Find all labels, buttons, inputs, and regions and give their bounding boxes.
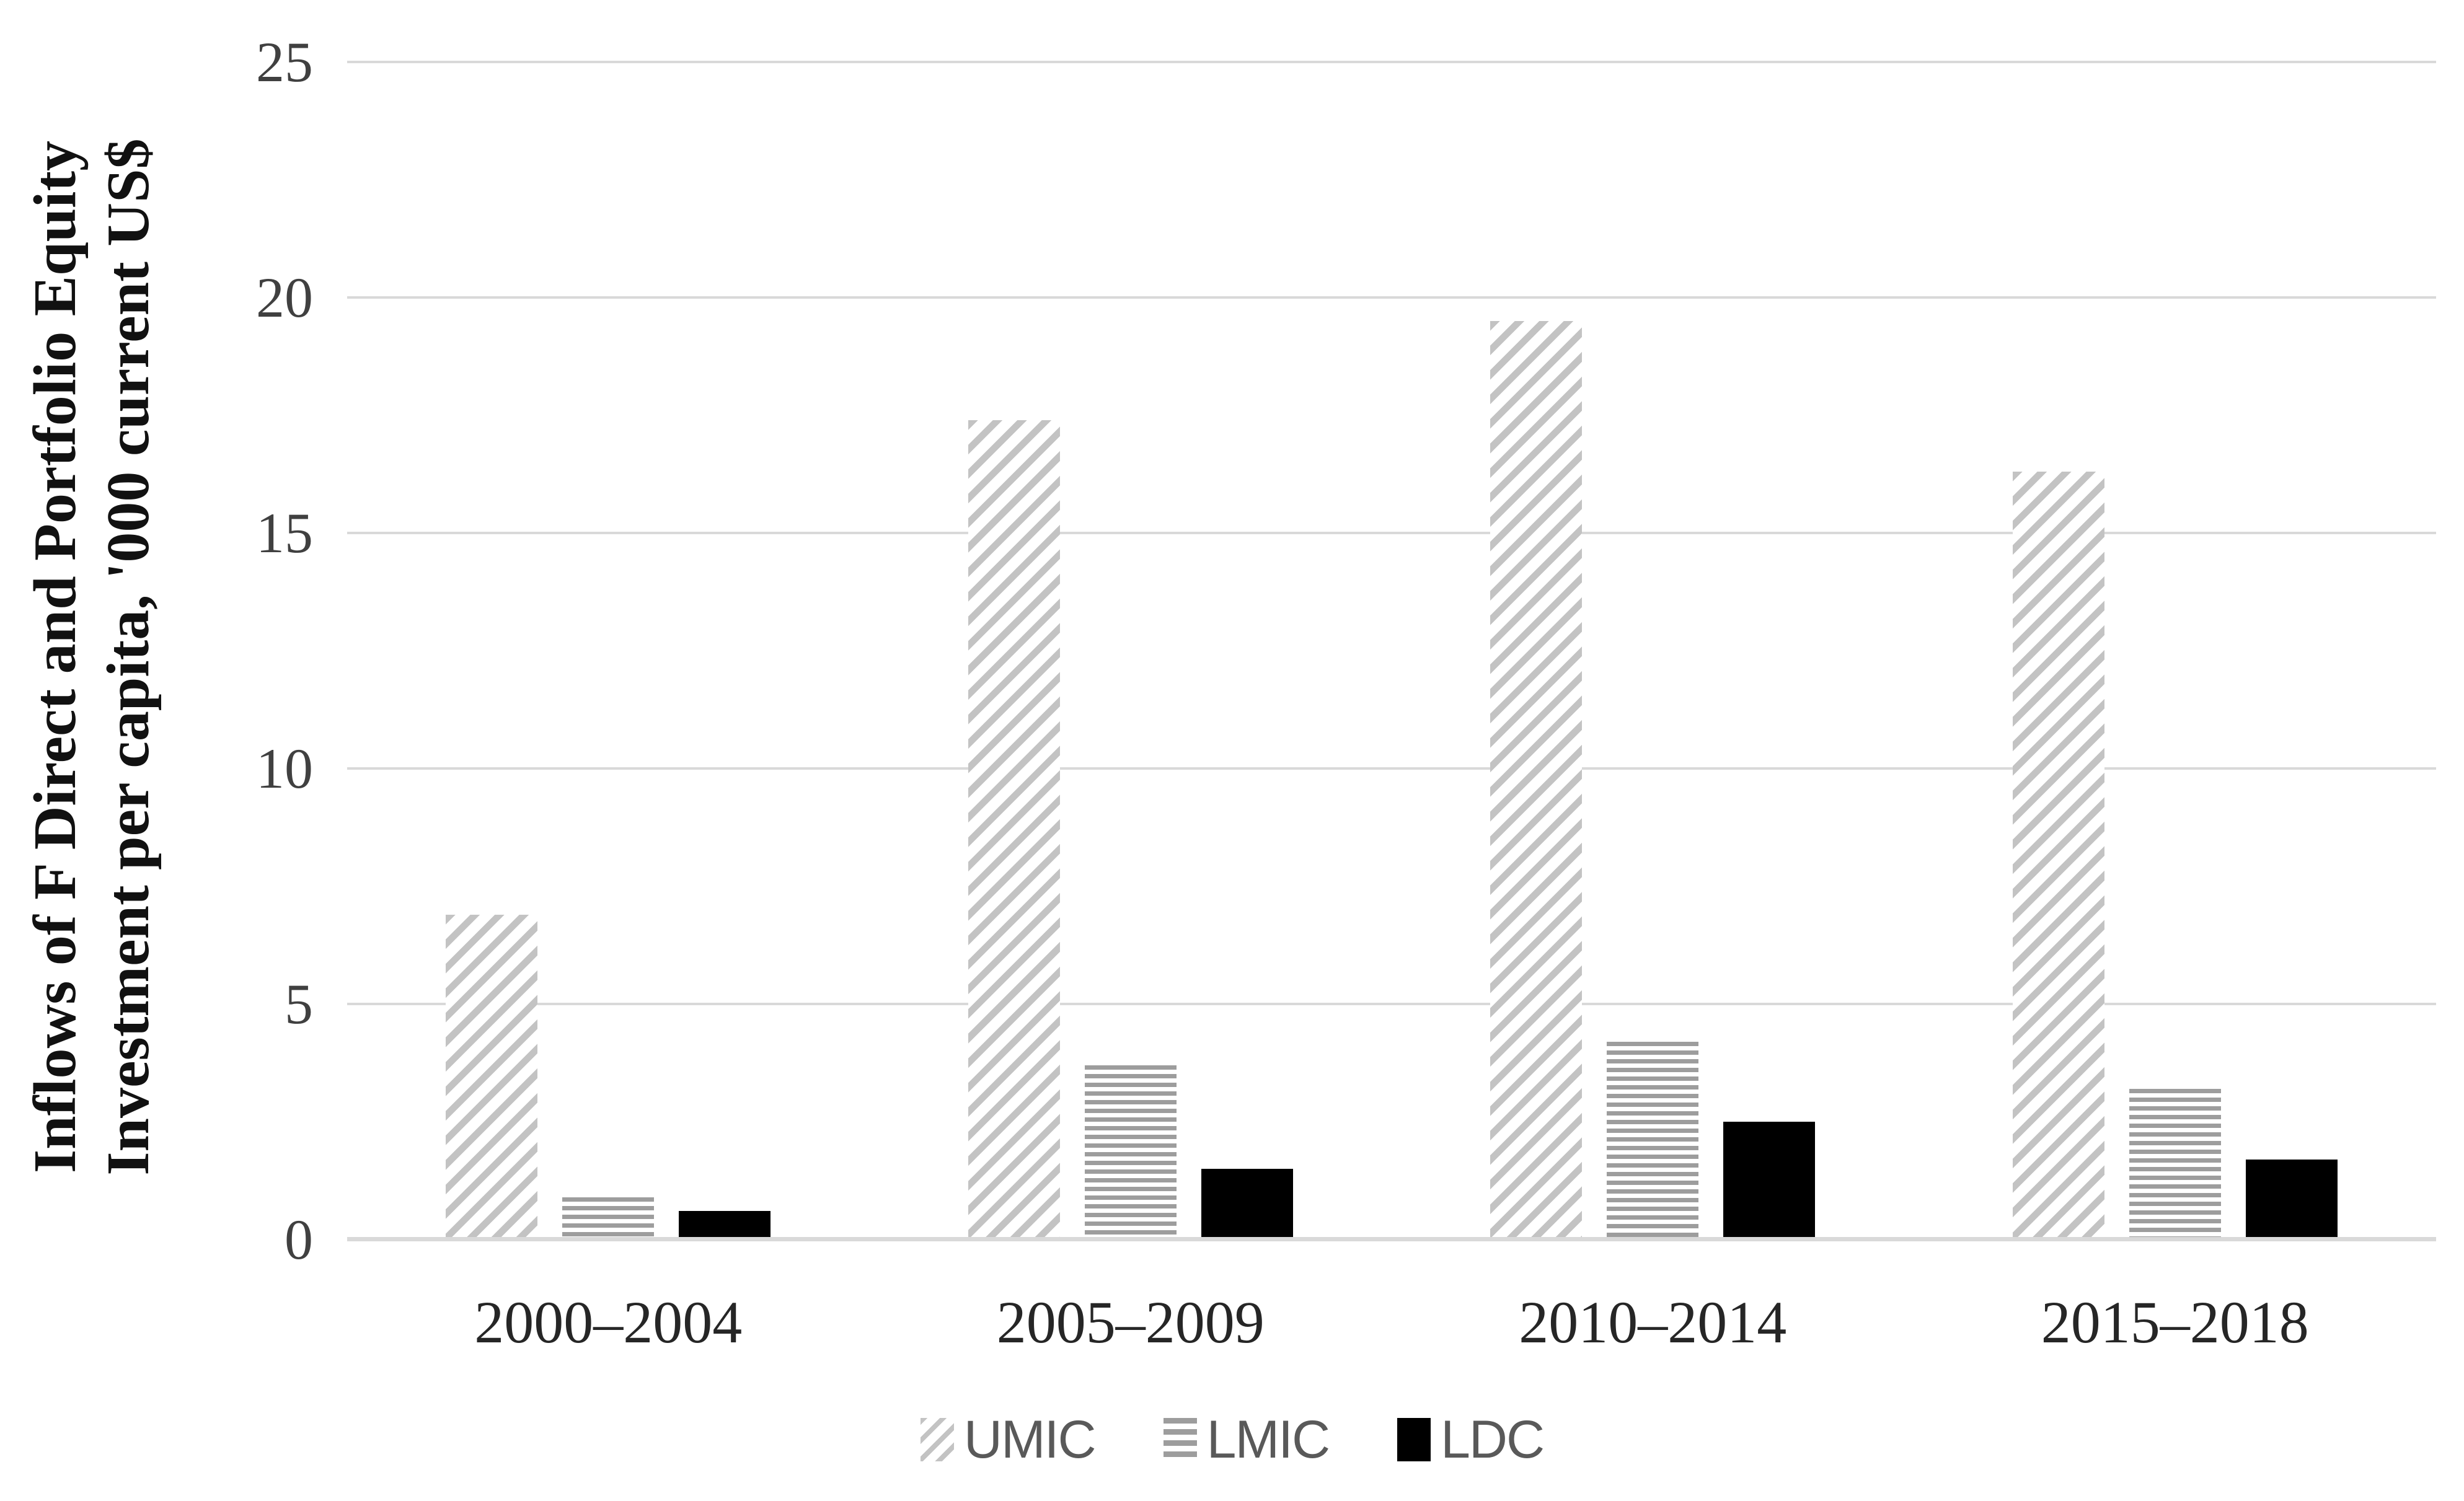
x-axis-line [347, 1237, 2436, 1241]
legend-label-ldc: LDC [1441, 1410, 1545, 1469]
bar-ldc-2000–2004 [679, 1211, 771, 1239]
x-axis-label-2010–2014: 2010–2014 [1519, 1289, 1787, 1355]
y-tick-label-10: 10 [256, 737, 313, 800]
gridline-y-15 [347, 532, 2436, 534]
y-tick-label-5: 5 [285, 972, 313, 1036]
bar-ldc-2015–2018 [2245, 1159, 2338, 1239]
bar-umic-2010–2014 [1490, 321, 1583, 1239]
x-axis-label-2000–2004: 2000–2004 [474, 1289, 743, 1355]
legend-label-umic: UMIC [963, 1410, 1097, 1469]
bar-umic-2000–2004 [446, 914, 538, 1239]
bar-umic-2015–2018 [2012, 472, 2104, 1239]
y-tick-label-25: 25 [256, 30, 313, 94]
bar-umic-2005–2009 [968, 420, 1060, 1239]
bar-lmic-2000–2004 [562, 1197, 655, 1239]
legend-swatch-ldc-icon [1397, 1418, 1431, 1461]
y-tick-label-0: 0 [285, 1208, 313, 1271]
bar-lmic-2005–2009 [1084, 1065, 1177, 1239]
legend-label-lmic: LMIC [1206, 1410, 1330, 1469]
bar-group-2015–2018 [1914, 62, 2437, 1239]
x-axis-labels: 2000–2004 2005–2009 2010–2014 2015–2018 [347, 1288, 2436, 1357]
plot-area [347, 61, 2436, 1241]
bar-group-2005–2009 [870, 62, 1392, 1239]
legend-item-lmic: LMIC [1163, 1410, 1330, 1469]
bar-group-2010–2014 [1392, 62, 1914, 1239]
bar-groups [347, 62, 2436, 1239]
bar-ldc-2010–2014 [1723, 1122, 1816, 1239]
legend-item-umic: UMIC [920, 1410, 1097, 1469]
bar-group-2000–2004 [347, 62, 870, 1239]
x-axis-label-2015–2018: 2015–2018 [2041, 1289, 2309, 1355]
legend: UMIC LMIC LDC [0, 1413, 2464, 1466]
y-tick-label-15: 15 [256, 501, 313, 565]
y-tick-label-20: 20 [256, 266, 313, 329]
gridline-y-10 [347, 767, 2436, 770]
gridline-y-25 [347, 61, 2436, 63]
gridline-y-5 [347, 1003, 2436, 1005]
gridline-y-20 [347, 296, 2436, 299]
y-axis-tick-labels: 0 5 10 15 20 25 [0, 33, 313, 1268]
bar-lmic-2015–2018 [2129, 1088, 2221, 1239]
legend-swatch-lmic-icon [1163, 1418, 1197, 1461]
bar-lmic-2010–2014 [1607, 1041, 1699, 1239]
x-axis-label-2005–2009: 2005–2009 [996, 1289, 1265, 1355]
bar-ldc-2005–2009 [1201, 1169, 1293, 1239]
legend-swatch-umic-icon [920, 1418, 954, 1461]
legend-item-ldc: LDC [1397, 1410, 1545, 1469]
